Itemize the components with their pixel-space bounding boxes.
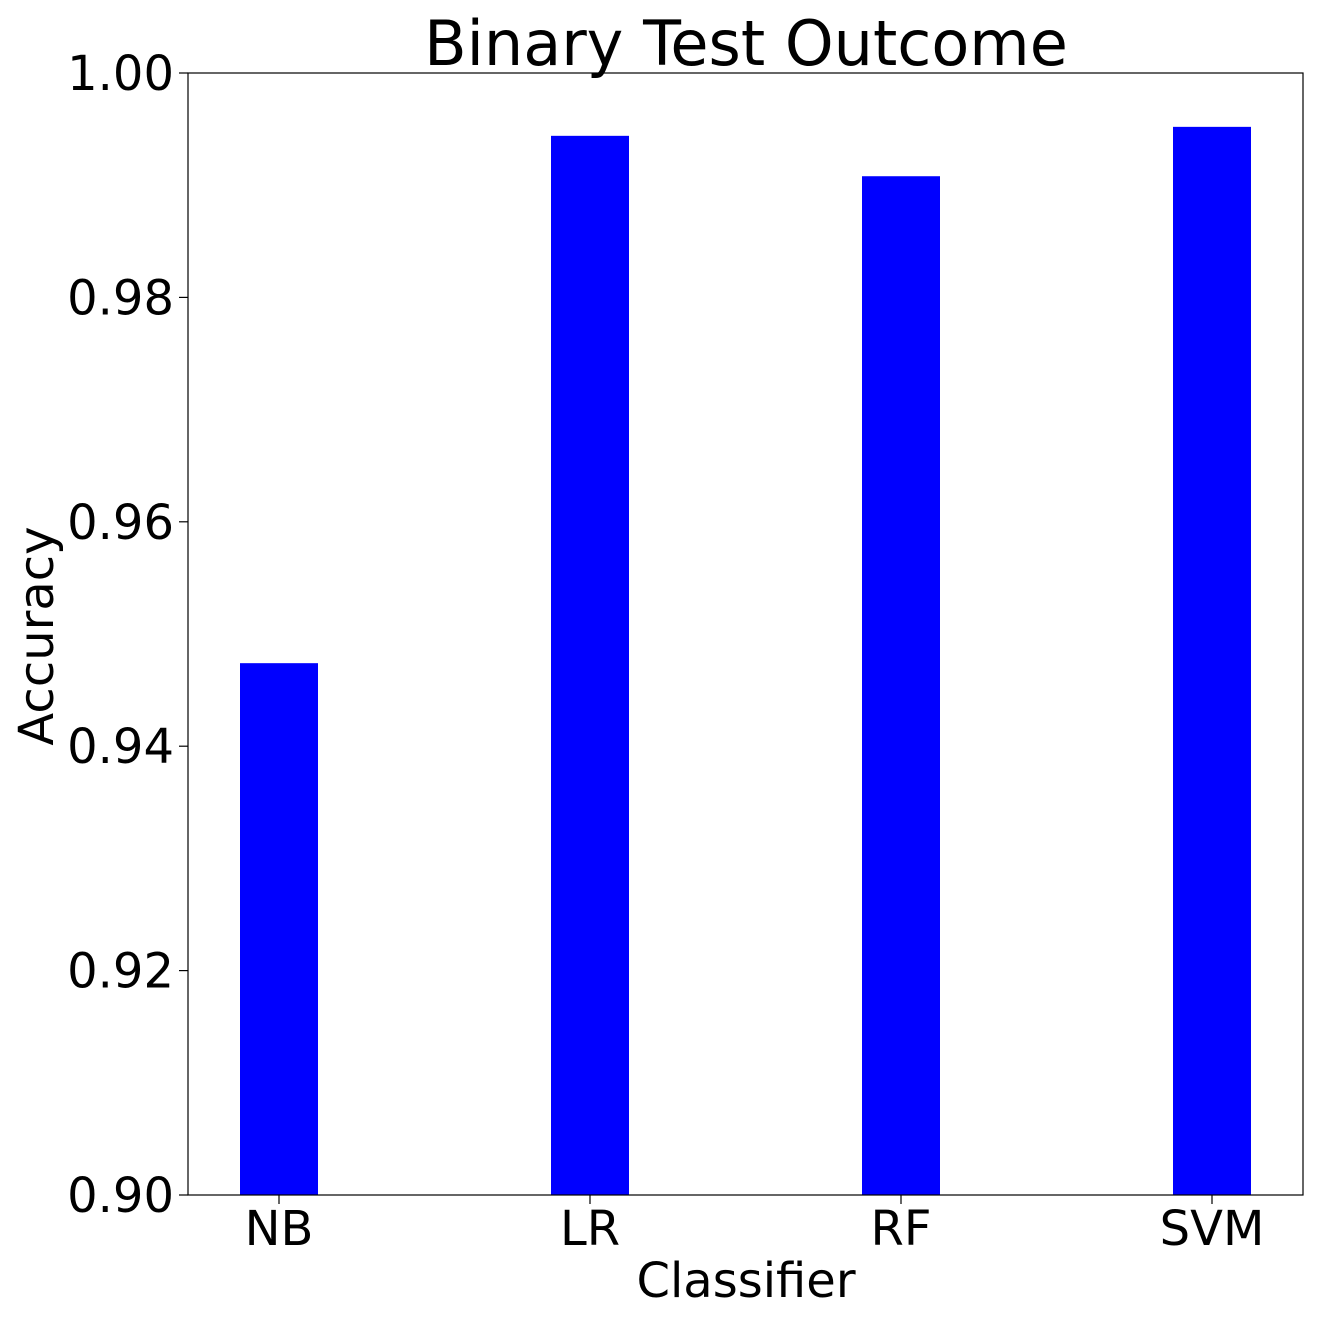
y-tick-label: 1.00 [67,46,174,102]
x-tick-label: LR [560,1201,620,1257]
chart-title: Binary Test Outcome [424,7,1068,80]
y-axis-label: Accuracy [9,526,65,745]
bar-lr [551,135,629,1195]
bar-svm [1173,126,1251,1196]
y-tick-label: 0.92 [67,944,174,1000]
x-tick-label: SVM [1160,1201,1265,1257]
x-tick-label: RF [871,1201,932,1257]
bar-nb [240,663,318,1195]
bar-rf [862,176,940,1195]
y-tick-label: 0.96 [67,495,174,551]
x-axis-ticks: NB LR RF SVM [245,1195,1265,1257]
x-tick-label: NB [245,1201,314,1257]
y-tick-label: 0.98 [67,270,174,326]
y-tick-label: 0.90 [67,1168,174,1224]
y-tick-label: 0.94 [67,719,174,775]
bars-group [240,126,1251,1196]
y-axis-ticks: 0.90 0.92 0.94 0.96 0.98 1.00 [67,46,188,1224]
plot-frame [187,72,1304,1196]
x-axis-label: Classifier [636,1253,855,1309]
